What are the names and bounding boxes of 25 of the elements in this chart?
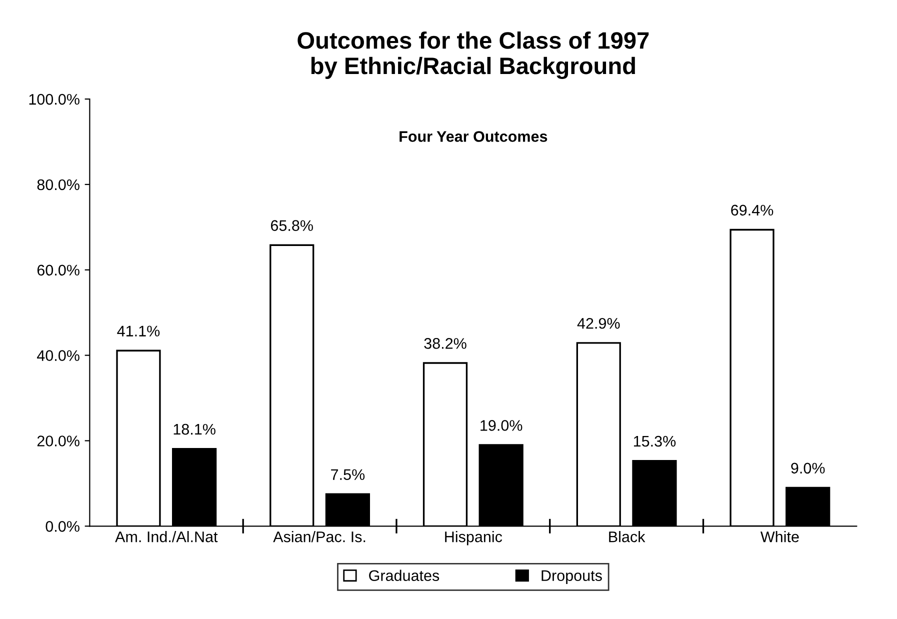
text: 42.9% xyxy=(577,318,620,329)
y-tick-label: 20.0% xyxy=(37,436,80,446)
legend-label: Graduates xyxy=(369,570,440,582)
text: Four Year Outcomes xyxy=(400,131,548,142)
legend-label: Dropouts xyxy=(542,570,602,584)
y-tick-label: 60.0% xyxy=(37,264,80,276)
x-tick-label: Black xyxy=(609,531,646,542)
text: 19.0% xyxy=(480,420,522,431)
text: 65.8% xyxy=(270,220,313,231)
text: 69.4% xyxy=(731,204,774,216)
x-tick-label: Am. Ind./Al.Nat xyxy=(115,531,218,542)
y-tick-label: 0.0% xyxy=(46,521,80,532)
y-tick-label: 100.0% xyxy=(29,94,80,105)
x-tick-label: Asian/Pac. Is. xyxy=(273,531,366,542)
chart-title: Outcomes for the Class of 1997 by Ethnic/Racial Background xyxy=(298,31,649,80)
y-tick-label: 80.0% xyxy=(37,179,80,190)
text: 18.1% xyxy=(174,424,216,435)
text: 38.2% xyxy=(424,338,466,349)
text: 7.5% xyxy=(331,469,365,480)
text: 15.3% xyxy=(634,436,676,447)
y-tick-label: 40.0% xyxy=(37,350,80,361)
text: 9.0% xyxy=(791,462,825,474)
x-tick-label: Hispanic xyxy=(445,531,502,546)
x-tick-label: White xyxy=(760,531,799,542)
text: 41.1% xyxy=(117,326,160,336)
